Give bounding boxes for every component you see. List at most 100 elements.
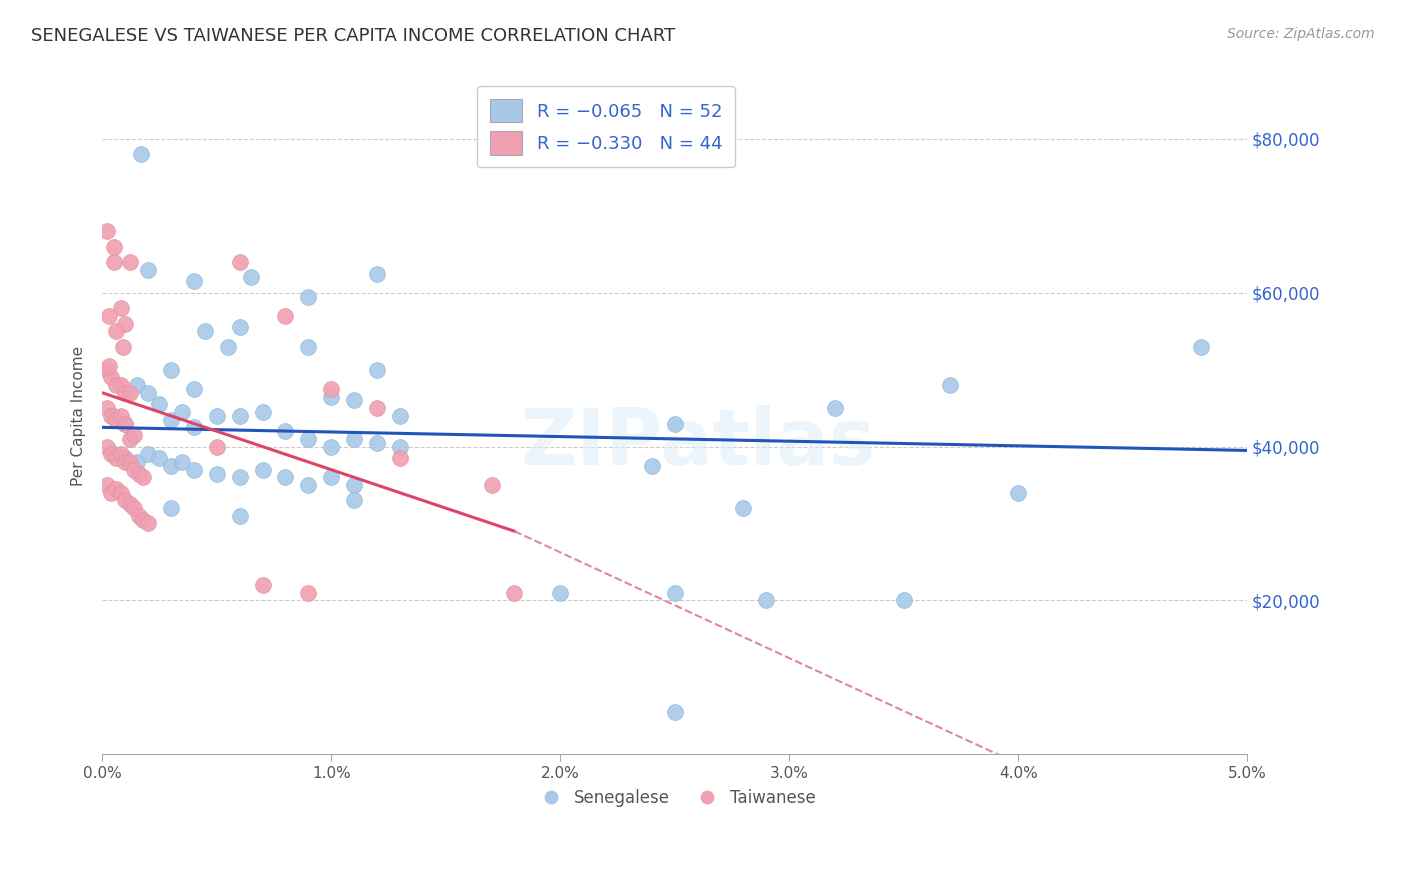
- Point: [321, 390, 343, 404]
- Point: [129, 147, 152, 161]
- Point: [128, 508, 150, 523]
- Point: [118, 432, 141, 446]
- Point: [136, 262, 159, 277]
- Point: [503, 585, 526, 599]
- Text: Source: ZipAtlas.com: Source: ZipAtlas.com: [1227, 27, 1375, 41]
- Point: [100, 447, 122, 461]
- Point: [938, 378, 960, 392]
- Point: [103, 409, 125, 423]
- Point: [824, 401, 846, 416]
- Point: [664, 585, 686, 599]
- Point: [114, 493, 136, 508]
- Point: [321, 382, 343, 396]
- Point: [183, 420, 205, 434]
- Point: [103, 255, 125, 269]
- Point: [366, 435, 388, 450]
- Point: [366, 362, 388, 376]
- Point: [641, 458, 664, 473]
- Point: [114, 317, 136, 331]
- Point: [343, 478, 366, 492]
- Point: [893, 593, 915, 607]
- Point: [343, 393, 366, 408]
- Point: [366, 267, 388, 281]
- Point: [128, 467, 150, 481]
- Point: [252, 578, 274, 592]
- Point: [194, 324, 217, 338]
- Point: [122, 501, 145, 516]
- Point: [1007, 485, 1029, 500]
- Legend: Senegalese, Taiwanese: Senegalese, Taiwanese: [527, 782, 823, 814]
- Point: [98, 309, 121, 323]
- Point: [664, 705, 686, 719]
- Point: [118, 455, 141, 469]
- Point: [110, 447, 132, 461]
- Point: [297, 432, 319, 446]
- Point: [104, 482, 127, 496]
- Point: [343, 493, 366, 508]
- Point: [205, 409, 228, 423]
- Point: [228, 320, 250, 334]
- Point: [160, 362, 183, 376]
- Point: [103, 447, 125, 461]
- Point: [104, 324, 127, 338]
- Text: ZIPatlas: ZIPatlas: [520, 405, 875, 481]
- Point: [481, 478, 503, 492]
- Point: [183, 382, 205, 396]
- Point: [252, 405, 274, 419]
- Point: [172, 405, 194, 419]
- Point: [228, 409, 250, 423]
- Point: [104, 378, 127, 392]
- Point: [1189, 340, 1212, 354]
- Point: [136, 385, 159, 400]
- Point: [388, 451, 411, 466]
- Point: [118, 255, 141, 269]
- Point: [228, 508, 250, 523]
- Point: [274, 309, 297, 323]
- Point: [98, 359, 121, 373]
- Point: [96, 440, 118, 454]
- Point: [125, 455, 148, 469]
- Point: [125, 378, 148, 392]
- Point: [321, 440, 343, 454]
- Point: [183, 463, 205, 477]
- Point: [252, 463, 274, 477]
- Point: [114, 385, 136, 400]
- Point: [664, 417, 686, 431]
- Point: [148, 397, 170, 411]
- Point: [114, 455, 136, 469]
- Point: [110, 485, 132, 500]
- Point: [104, 451, 127, 466]
- Point: [118, 497, 141, 511]
- Point: [110, 409, 132, 423]
- Point: [228, 255, 250, 269]
- Point: [321, 470, 343, 484]
- Point: [96, 224, 118, 238]
- Point: [160, 501, 183, 516]
- Point: [205, 440, 228, 454]
- Point: [160, 412, 183, 426]
- Point: [274, 424, 297, 438]
- Point: [103, 239, 125, 253]
- Point: [132, 470, 155, 484]
- Point: [136, 447, 159, 461]
- Point: [366, 401, 388, 416]
- Point: [297, 340, 319, 354]
- Point: [96, 362, 118, 376]
- Point: [100, 370, 122, 384]
- Point: [205, 467, 228, 481]
- Point: [111, 340, 134, 354]
- Point: [297, 290, 319, 304]
- Point: [114, 417, 136, 431]
- Point: [548, 585, 571, 599]
- Text: SENEGALESE VS TAIWANESE PER CAPITA INCOME CORRELATION CHART: SENEGALESE VS TAIWANESE PER CAPITA INCOM…: [31, 27, 675, 45]
- Y-axis label: Per Capita Income: Per Capita Income: [72, 346, 86, 486]
- Point: [733, 501, 755, 516]
- Point: [114, 451, 136, 466]
- Point: [297, 478, 319, 492]
- Point: [183, 274, 205, 288]
- Point: [104, 412, 127, 426]
- Point: [96, 401, 118, 416]
- Point: [122, 463, 145, 477]
- Point: [297, 585, 319, 599]
- Point: [100, 485, 122, 500]
